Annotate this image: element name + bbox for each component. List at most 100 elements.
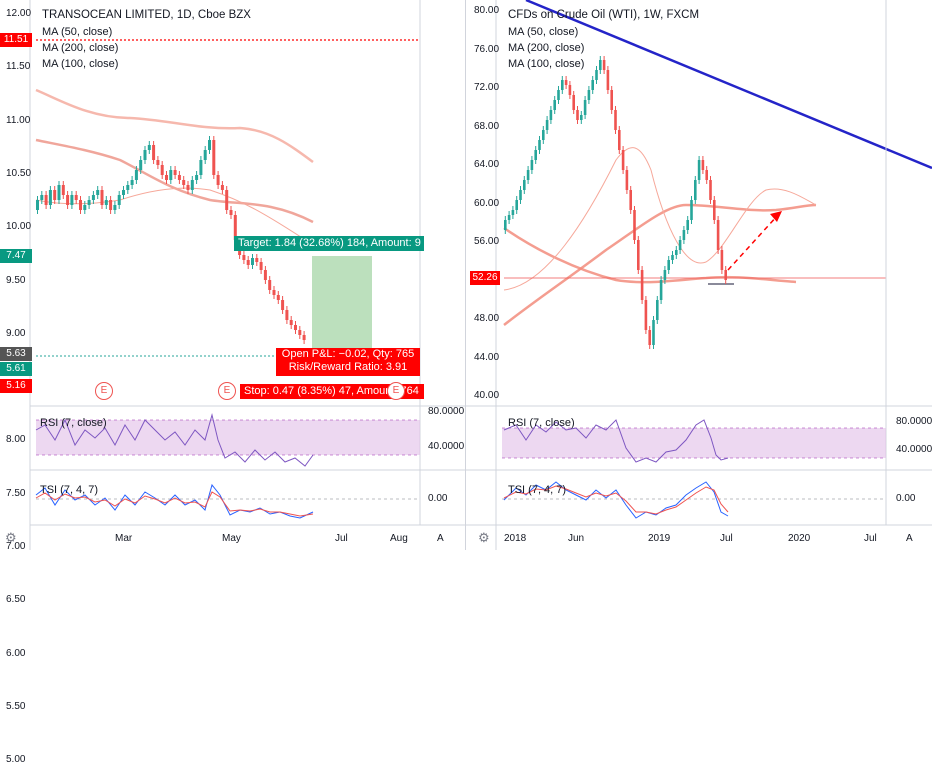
right-tsi-label: TSI (7, 4, 7): [508, 484, 567, 496]
left-ytick: 8.00: [6, 434, 26, 446]
candle-body: [100, 190, 104, 205]
right-ytick: 40.00: [474, 390, 500, 401]
candle-body: [511, 210, 515, 215]
right-ytick: 76.00: [474, 43, 500, 55]
candle-body: [678, 240, 682, 250]
left-target-label[interactable]: Target: 1.84 (32.68%) 184, Amount: 9: [234, 236, 424, 251]
right-rsi-line: [503, 419, 729, 463]
candle-body: [648, 330, 651, 345]
candle-body: [298, 330, 302, 335]
left-ytick: 5.50: [6, 700, 26, 712]
left-earnings-marker-3[interactable]: E: [387, 382, 405, 400]
candle-body: [122, 190, 125, 195]
candle-body: [255, 258, 259, 262]
right-chart-panel[interactable]: CFDs on Crude Oil (WTI), 1W, FXCM MA (50…: [466, 0, 932, 550]
candle-body: [229, 210, 233, 215]
candle-body: [96, 190, 100, 195]
candle-body: [644, 300, 648, 330]
candle-body: [526, 170, 530, 180]
candle-body: [134, 170, 138, 180]
candle-body: [61, 185, 65, 195]
candle-body: [289, 320, 293, 325]
candle-body: [220, 185, 224, 190]
right-axis-mode-button[interactable]: A: [906, 533, 913, 544]
candle-body: [36, 200, 39, 210]
left-earnings-marker-2[interactable]: E: [218, 382, 236, 400]
candle-body: [625, 170, 629, 190]
left-ytick: 6.00: [6, 647, 26, 659]
candle-body: [44, 195, 48, 205]
right-ma50-label: MA (50, close): [508, 26, 579, 38]
left-chart-canvas[interactable]: [0, 0, 466, 550]
right-rsi-tick-80: 80.0000: [896, 416, 932, 427]
candle-body: [553, 100, 556, 110]
candle-body: [195, 175, 199, 180]
candle-body: [534, 150, 537, 160]
candle-body: [523, 180, 526, 190]
candle-body: [104, 200, 108, 205]
candle-body: [208, 140, 211, 150]
right-tsi-signal: [503, 485, 729, 515]
candle-body: [614, 110, 617, 130]
candle-body: [519, 190, 522, 200]
candle-body: [663, 270, 667, 280]
candle-body: [199, 160, 203, 175]
candle-body: [147, 145, 151, 150]
left-axis-mode-button[interactable]: A: [437, 533, 444, 544]
candle-body: [70, 195, 74, 205]
left-xtick-jul: Jul: [335, 533, 348, 544]
candle-body: [87, 200, 91, 205]
right-badge-price: 52.26: [470, 271, 500, 285]
left-target-zone: [312, 256, 372, 354]
candle-body: [671, 255, 674, 260]
left-tsi-tick: 0.00: [428, 493, 448, 504]
left-xtick-mar: Mar: [115, 533, 133, 544]
left-ytick: 9.00: [6, 327, 26, 339]
candle-body: [212, 140, 216, 175]
left-rsi-tick-40: 40.0000: [428, 441, 465, 452]
candle-body: [576, 110, 579, 120]
left-ma50-line: [35, 187, 314, 246]
left-ytick: 11.00: [6, 114, 31, 126]
candle-body: [610, 90, 613, 110]
candle-body: [724, 270, 727, 280]
left-stop-label[interactable]: Stop: 0.47 (8.35%) 47, Amount: 764: [240, 384, 424, 399]
candle-body: [656, 300, 659, 320]
left-ytick: 10.00: [6, 221, 32, 233]
left-ma100-label: MA (100, close): [42, 58, 119, 70]
right-ytick: 68.00: [474, 120, 500, 132]
candle-body: [621, 150, 625, 170]
left-ytick: 11.50: [6, 61, 31, 73]
left-badge-target: 7.47: [0, 249, 32, 263]
candle-body: [595, 70, 598, 80]
candle-body: [160, 165, 164, 175]
left-badge-top: 11.51: [0, 33, 32, 47]
right-rsi-band: [502, 428, 886, 458]
left-chart-panel[interactable]: TRANSOCEAN LIMITED, 1D, Cboe BZX MA (50,…: [0, 0, 466, 765]
right-chart-canvas[interactable]: [466, 0, 932, 550]
gear-icon[interactable]: ⚙: [5, 530, 17, 545]
right-ytick: 60.00: [474, 197, 500, 209]
left-pnl-label[interactable]: Open P&L: −0.02, Qty: 765 Risk/Reward Ra…: [276, 348, 420, 376]
left-ma100b-line: [35, 138, 314, 224]
left-earnings-marker-1[interactable]: E: [95, 382, 113, 400]
candle-body: [57, 185, 61, 200]
left-pnl-text: Open P&L: −0.02, Qty: 765: [281, 348, 415, 360]
candle-body: [126, 185, 130, 190]
right-rsi-tick-40: 40.0000: [896, 444, 932, 455]
left-tsi-signal: [35, 491, 314, 517]
candle-body: [549, 110, 553, 120]
candle-body: [139, 160, 143, 170]
left-ytick: 12.00: [6, 8, 32, 19]
gear-icon[interactable]: ⚙: [478, 530, 490, 545]
candle-body: [629, 190, 632, 210]
right-ytick: 64.00: [474, 159, 500, 170]
candle-body: [233, 215, 237, 240]
candle-body: [530, 160, 534, 170]
candle-body: [682, 230, 686, 240]
left-ma200-line: [35, 88, 314, 164]
candle-body: [640, 270, 644, 300]
candle-body: [701, 160, 705, 170]
right-ma200-line: [503, 203, 817, 326]
candle-body: [504, 220, 507, 230]
